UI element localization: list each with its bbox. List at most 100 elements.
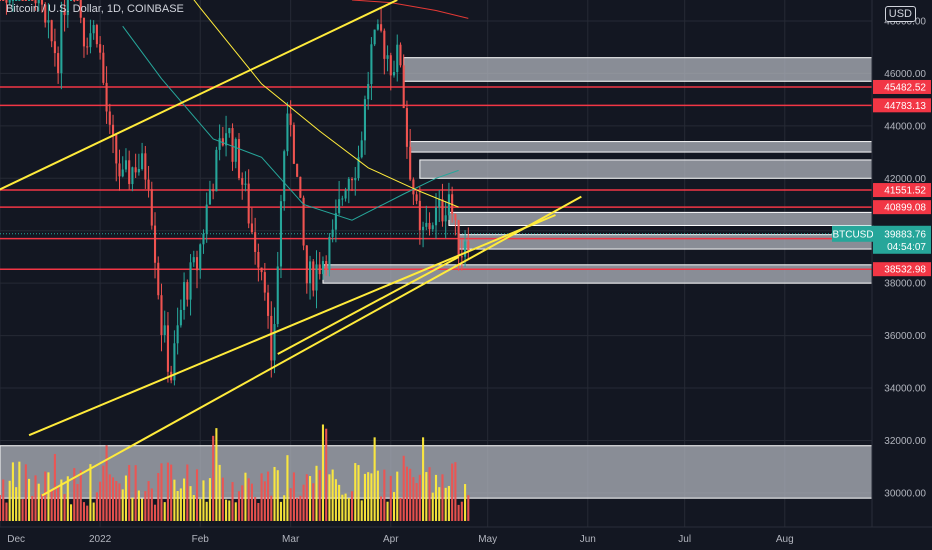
- candle-body: [166, 325, 169, 372]
- candle-body: [386, 55, 389, 59]
- candle-body: [34, 0, 37, 4]
- candle-body: [434, 207, 438, 226]
- candle-body: [289, 113, 292, 125]
- candle-body: [99, 44, 102, 53]
- candle-body: [92, 25, 95, 34]
- volume-bar: [37, 483, 40, 521]
- candle-body: [454, 214, 457, 221]
- candle-body: [105, 82, 108, 112]
- price-tick-label: 34000.00: [884, 384, 926, 395]
- candle-body: [2, 0, 5, 1]
- candle-body: [279, 201, 283, 267]
- currency-badge[interactable]: USD: [884, 6, 916, 22]
- volume-bar: [8, 480, 11, 521]
- candle-body: [47, 20, 50, 23]
- volume-bar: [218, 464, 221, 521]
- volume-bar: [231, 482, 234, 521]
- candle-body: [144, 153, 147, 180]
- candle-body: [53, 41, 56, 54]
- candle-body: [50, 20, 53, 42]
- level-price-tag: [873, 200, 931, 215]
- moving-average-line: [193, 0, 459, 208]
- volume-bar: [431, 492, 434, 521]
- volume-bar: [86, 505, 89, 521]
- candle-body: [221, 138, 224, 146]
- volume-bar: [92, 502, 95, 521]
- volume-bar: [76, 484, 79, 521]
- candle-body: [302, 197, 305, 246]
- price-tick-label: 38000.00: [884, 279, 926, 290]
- candle-body: [363, 99, 366, 141]
- time-tick-label: Mar: [282, 534, 300, 545]
- volume-bar: [267, 471, 270, 521]
- candle-body: [286, 113, 289, 152]
- candle-body: [15, 0, 18, 1]
- candle-body: [128, 160, 131, 185]
- volume-bar: [289, 488, 292, 521]
- volume-bar: [367, 472, 370, 521]
- candle-body: [370, 44, 373, 84]
- candle-body: [296, 163, 299, 177]
- time-tick-label: Dec: [7, 534, 25, 545]
- candle-body: [202, 233, 205, 245]
- volume-bar: [192, 495, 195, 521]
- candle-body: [350, 178, 354, 181]
- candle-body: [431, 225, 434, 230]
- volume-bar: [176, 490, 179, 521]
- volume-bar: [66, 476, 69, 521]
- volume-bar: [451, 463, 454, 521]
- zone-rect: [322, 264, 873, 284]
- volume-bar: [24, 464, 27, 521]
- countdown-label: 04:54:07: [887, 242, 926, 253]
- volume-bar: [402, 455, 405, 521]
- time-tick-label: Jul: [678, 534, 691, 545]
- volume-bar: [118, 483, 121, 521]
- volume-bar: [205, 501, 208, 521]
- candle-body: [147, 179, 150, 190]
- candle-body: [457, 220, 460, 257]
- current-price-label: 39883.76: [884, 229, 926, 240]
- time-axis[interactable]: Dec 2022 Feb Mar Apr May Jun Jul Aug: [0, 526, 932, 550]
- candle-body: [111, 124, 115, 135]
- candle-body: [57, 53, 60, 74]
- volume-bar: [299, 495, 302, 521]
- volume-bar: [318, 470, 321, 521]
- volume-bar: [131, 497, 134, 521]
- volume-bar: [99, 481, 102, 521]
- volume-bar: [325, 428, 328, 521]
- level-price-tag-label: 41551.52: [884, 186, 926, 197]
- zone-rect: [419, 159, 873, 179]
- time-tick-label: 2022: [89, 534, 112, 545]
- volume-bar: [263, 481, 266, 521]
- volume-bar: [28, 478, 31, 521]
- zone-rect: [403, 57, 873, 82]
- candle-body: [292, 124, 295, 164]
- candle-body: [40, 0, 44, 5]
- time-tick-label: Apr: [383, 534, 399, 545]
- volume-bar: [376, 470, 379, 521]
- volume-bar: [241, 485, 244, 521]
- volume-bar: [331, 469, 334, 521]
- candle-body: [409, 146, 412, 180]
- candle-body: [173, 343, 176, 381]
- volume-bar: [308, 476, 312, 521]
- volume-bar: [73, 468, 76, 521]
- zone-rect: [448, 211, 873, 226]
- volume-bar: [115, 481, 118, 521]
- volume-bar: [195, 469, 199, 521]
- trend-line: [28, 214, 556, 437]
- volume-bar: [244, 472, 247, 521]
- candle-body: [0, 0, 2, 1]
- candle-body: [422, 226, 425, 231]
- volume-bar: [63, 494, 66, 521]
- candle-body: [373, 29, 376, 45]
- candle-body: [392, 72, 396, 76]
- candle-body: [79, 0, 82, 18]
- candle-body: [150, 189, 153, 226]
- candle-body: [21, 0, 24, 1]
- volume-bar: [350, 491, 354, 521]
- volume-bar: [163, 502, 166, 521]
- volume-bar: [173, 479, 176, 521]
- candle-body: [212, 189, 215, 192]
